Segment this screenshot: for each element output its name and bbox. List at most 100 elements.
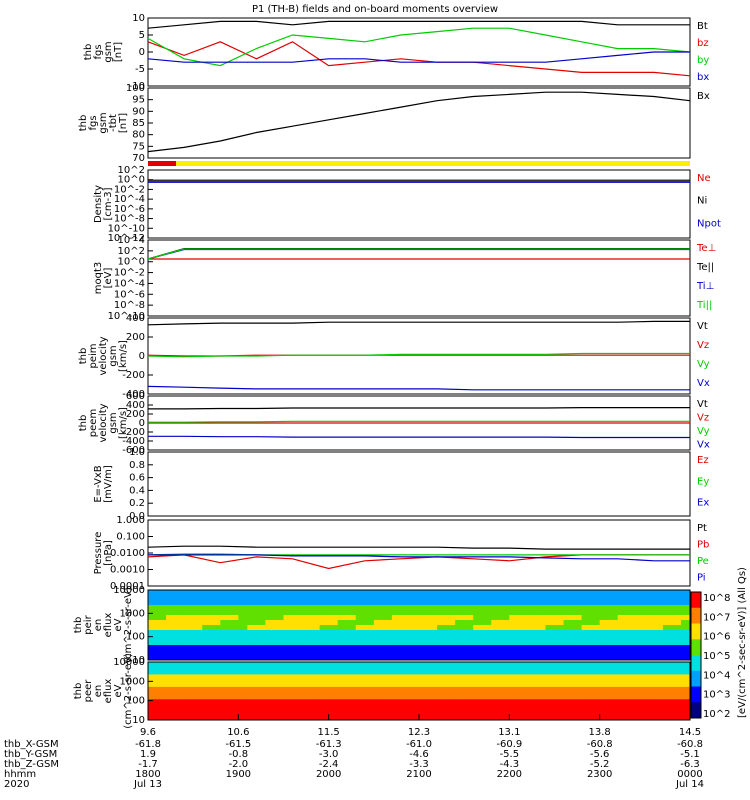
heatmap-cell	[157, 670, 167, 675]
heatmap-cell	[446, 645, 456, 651]
heatmap-cell	[274, 645, 284, 651]
y-tick-label: 400	[126, 400, 145, 411]
heatmap-cell	[671, 670, 682, 675]
y-axis-label: thbfgsgsm[nT]	[83, 41, 124, 62]
panel-5: 4002000-200-400thbpeimvelocitygsm[km/s]V…	[78, 313, 710, 400]
heatmap-cell	[166, 600, 176, 606]
heatmap-cell	[391, 595, 402, 601]
heatmap-cell	[238, 630, 248, 636]
heatmap-cell	[464, 686, 474, 692]
heatmap-cell	[301, 686, 312, 692]
panel-frame	[147, 17, 691, 87]
heatmap-cell	[301, 600, 312, 606]
heatmap-cell	[409, 711, 420, 717]
heatmap-cell	[653, 655, 664, 661]
heatmap-cell	[292, 635, 303, 641]
heatmap-cell	[310, 605, 321, 611]
heatmap-cell	[220, 682, 230, 688]
heatmap-cell	[680, 615, 691, 621]
heatmap-cell	[491, 645, 501, 651]
heatmap-cell	[310, 645, 321, 651]
heatmap-cell	[247, 655, 257, 661]
heatmap-cell	[157, 595, 167, 601]
series-Vy	[148, 420, 690, 423]
x-row-value: -2.0	[229, 759, 249, 770]
heatmap-cell	[157, 625, 167, 631]
heatmap-cell	[608, 699, 619, 704]
heatmap-cell	[256, 666, 266, 671]
heatmap-cell	[464, 610, 474, 616]
heatmap-cell	[437, 670, 447, 675]
series-by	[147, 27, 691, 67]
heatmap-cell	[554, 674, 565, 680]
heatmap-cell	[346, 691, 357, 696]
heatmap-cell	[473, 707, 483, 713]
heatmap-cell	[500, 605, 510, 611]
heatmap-cell	[247, 707, 257, 713]
heatmap-cell	[509, 686, 519, 692]
heatmap-cell	[428, 703, 438, 709]
heatmap-cell	[409, 707, 420, 713]
heatmap-cell	[473, 699, 483, 704]
x-row-value: 2200	[497, 769, 522, 780]
heatmap-cell	[355, 615, 366, 621]
panel-frame	[147, 451, 691, 517]
heatmap-cell	[671, 703, 682, 709]
heatmap-cell	[202, 691, 212, 696]
heatmap-cell	[310, 678, 321, 684]
heatmap-cell	[148, 691, 158, 696]
heatmap-cell	[409, 610, 420, 616]
heatmap-cell	[238, 645, 248, 651]
heatmap-cell	[635, 615, 646, 621]
y-tick-label: 95	[132, 95, 145, 106]
heatmap-cell	[563, 682, 574, 688]
heatmap-cell	[310, 610, 321, 616]
heatmap-cell	[319, 707, 330, 713]
heatmap-cell	[175, 674, 185, 680]
x-row-value: Jul 14	[675, 779, 704, 790]
heatmap-cell	[265, 615, 275, 621]
heatmap-cell	[635, 610, 646, 616]
heatmap-cell	[409, 695, 420, 700]
heatmap-cell	[464, 630, 474, 636]
heatmap-cell	[301, 630, 312, 636]
heatmap-cell	[518, 605, 528, 611]
heatmap-cell	[319, 670, 330, 675]
heatmap-cell	[355, 682, 366, 688]
heatmap-cell	[617, 595, 628, 601]
heatmap-cell	[211, 699, 221, 704]
heatmap-cell	[617, 655, 628, 661]
heatmap-cell	[409, 703, 420, 709]
heatmap-cell	[509, 645, 519, 651]
heatmap-cell	[581, 666, 592, 671]
heatmap-cell	[274, 711, 284, 717]
heatmap-cell	[409, 630, 420, 636]
heatmap-cell	[464, 662, 474, 667]
heatmap-cell	[319, 620, 330, 626]
heatmap-cell	[662, 645, 673, 651]
heatmap-cell	[536, 691, 546, 696]
heatmap-cell	[482, 635, 492, 641]
heatmap-cell	[446, 640, 456, 646]
y-tick-label: 10^-2	[114, 184, 145, 195]
heatmap-cell	[509, 590, 519, 596]
heatmap-cell	[175, 640, 185, 646]
heatmap-cell	[554, 625, 565, 631]
heatmap-cell	[635, 662, 646, 667]
heatmap-cell	[536, 610, 546, 616]
heatmap-cell	[536, 605, 546, 611]
heatmap-cell	[581, 600, 592, 606]
heatmap-cell	[409, 699, 420, 704]
heatmap-cell	[175, 682, 185, 688]
heatmap-cell	[554, 620, 565, 626]
heatmap-cell	[283, 691, 294, 696]
heatmap-cell	[554, 600, 565, 606]
heatmap-cell	[157, 662, 167, 667]
heatmap-cell	[382, 615, 393, 621]
heatmap-cell	[211, 640, 221, 646]
heatmap-cell	[364, 620, 375, 626]
heatmap-cell	[364, 703, 375, 709]
y-tick-label: 10^-10	[108, 223, 145, 234]
heatmap-cell	[265, 699, 275, 704]
heatmap-cell	[554, 595, 565, 601]
